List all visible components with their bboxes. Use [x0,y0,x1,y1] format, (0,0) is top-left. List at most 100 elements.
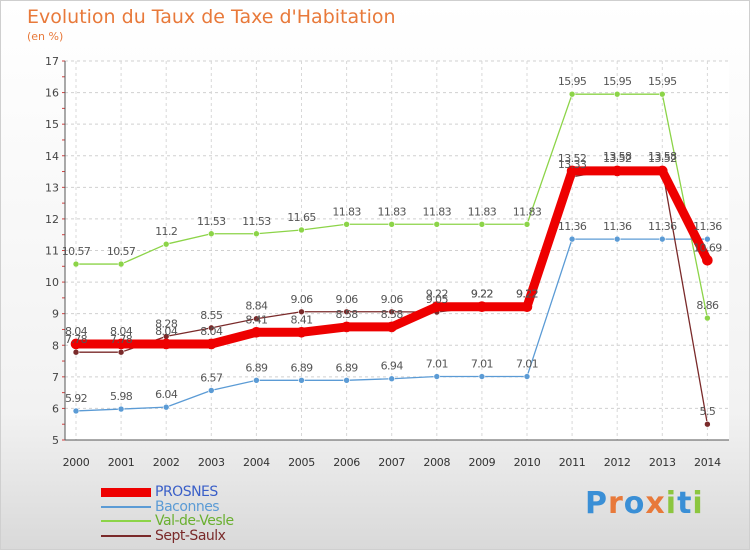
data-label: 11.36 [558,220,587,233]
x-tick-label: 2006 [333,456,360,469]
data-point [298,377,305,384]
data-point [523,220,531,228]
data-label: 15.95 [603,75,632,88]
data-point [343,220,350,228]
data-point [704,235,711,243]
data-label: 9.22 [516,288,538,301]
data-point [162,240,170,248]
data-label: 6.57 [200,371,223,384]
data-point [478,373,486,380]
y-tick-label: 10 [45,276,59,289]
data-label: 8.28 [155,317,178,330]
data-point [253,377,260,384]
data-label: 11.65 [287,211,316,224]
data-point [251,327,262,338]
data-label: 7.78 [65,333,88,346]
data-label: 13.33 [558,158,587,171]
x-tick-label: 2005 [288,456,315,469]
data-label: 11.83 [468,205,497,218]
data-label: 8.04 [200,325,223,338]
x-tick-label: 2010 [514,456,541,469]
data-label: 13.52 [648,152,677,165]
legend-swatch [101,487,151,497]
x-tick-label: 2001 [108,456,135,469]
data-label: 11.83 [423,205,452,218]
y-tick-label: 5 [52,434,59,447]
data-label: 7.01 [426,358,448,371]
data-label: 13.52 [558,152,587,165]
data-point [478,220,486,228]
logo-letter: i [665,486,678,521]
data-point [433,220,441,228]
x-tick-label: 2008 [423,456,450,469]
logo-letter: t [677,486,693,521]
y-tick-label: 12 [45,213,59,226]
x-tick-label: 2009 [469,456,496,469]
logo-letter: x [645,486,666,521]
data-label: 8.41 [245,313,267,326]
data-point [476,301,488,313]
logo-letter: P [585,486,608,521]
y-tick-label: 11 [45,245,59,258]
data-point [117,348,125,356]
y-tick-label: 6 [52,402,59,415]
data-point [568,235,576,243]
data-label: 10.69 [693,241,722,254]
legend-label: Baconnes [155,498,220,515]
data-label: 11.53 [242,215,271,228]
legend-item: Sept-Saulx [101,529,234,544]
data-label: 13.58 [648,150,677,163]
legend-item: Baconnes [101,500,234,515]
data-label: 13.58 [603,150,632,163]
x-tick-label: 2007 [378,456,405,469]
data-label: 9.05 [426,293,449,306]
data-point [160,338,172,350]
y-tick-label: 9 [52,308,59,321]
x-tick-label: 2002 [153,456,180,469]
y-tick-label: 15 [45,118,59,131]
data-label: 9.06 [381,293,404,306]
y-tick-label: 7 [52,371,59,384]
data-label: 5.5 [700,405,716,418]
data-label: 6.94 [381,360,404,373]
data-point [208,324,215,332]
chart-title: Evolution du Taux de Taxe d'Habitation [27,6,396,28]
data-label: 8.84 [245,300,268,313]
data-point [341,321,352,333]
legend-swatch [101,534,151,537]
data-point [388,375,396,383]
data-point [72,407,80,415]
data-label: 5.98 [110,390,133,403]
data-label: 9.06 [290,293,313,306]
data-label: 9.06 [336,293,359,306]
legend-label: PROSNES [155,484,218,501]
data-label: 6.89 [290,361,313,374]
data-point [431,301,443,313]
data-label: 10.57 [107,245,136,258]
legend-swatch [101,505,151,508]
data-point [70,338,82,350]
data-point [611,165,623,177]
data-point [656,165,668,177]
data-label: 6.89 [245,361,268,374]
data-point [343,308,350,316]
data-label: 6.04 [155,388,178,401]
legend-item: PROSNES [101,485,234,500]
data-label: 11.36 [603,220,632,233]
data-label: 11.83 [513,205,542,218]
data-label: 9.22 [516,288,538,301]
logo-letter: i [692,486,704,521]
logo-letter: r [608,486,624,521]
data-label: 5.92 [65,392,87,405]
data-label: 9.22 [471,288,493,301]
data-point [388,308,396,316]
data-label: 8.04 [110,325,133,338]
x-tick-label: 2013 [649,456,676,469]
x-tick-label: 2014 [694,456,721,469]
data-label: 8.04 [65,325,88,338]
data-point [117,260,125,268]
data-label: 8.55 [200,309,223,322]
data-point [521,301,533,313]
legend-swatch [101,520,151,523]
